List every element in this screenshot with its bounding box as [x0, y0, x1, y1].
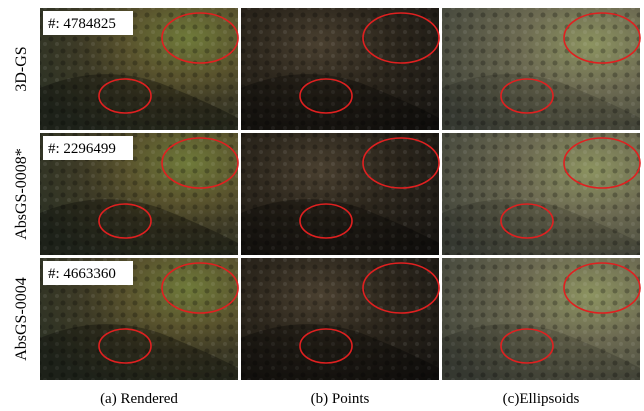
count-label: #: 2296499 [48, 141, 116, 157]
row-label: AbsGS-0008* [13, 148, 30, 240]
column-caption: (a) Rendered [100, 391, 178, 407]
row-label: 3D-GS [13, 46, 30, 91]
column-caption: (b) Points [311, 391, 370, 407]
count-label: #: 4663360 [48, 266, 116, 282]
row-label: AbsGS-0004 [13, 277, 30, 361]
figure: 3D-GS #: 4784825 AbsGS-0008* #: 2296499 AbsG… [0, 0, 644, 411]
count-label: #: 4784825 [48, 16, 116, 32]
column-caption: (c)Ellipsoids [503, 391, 580, 407]
